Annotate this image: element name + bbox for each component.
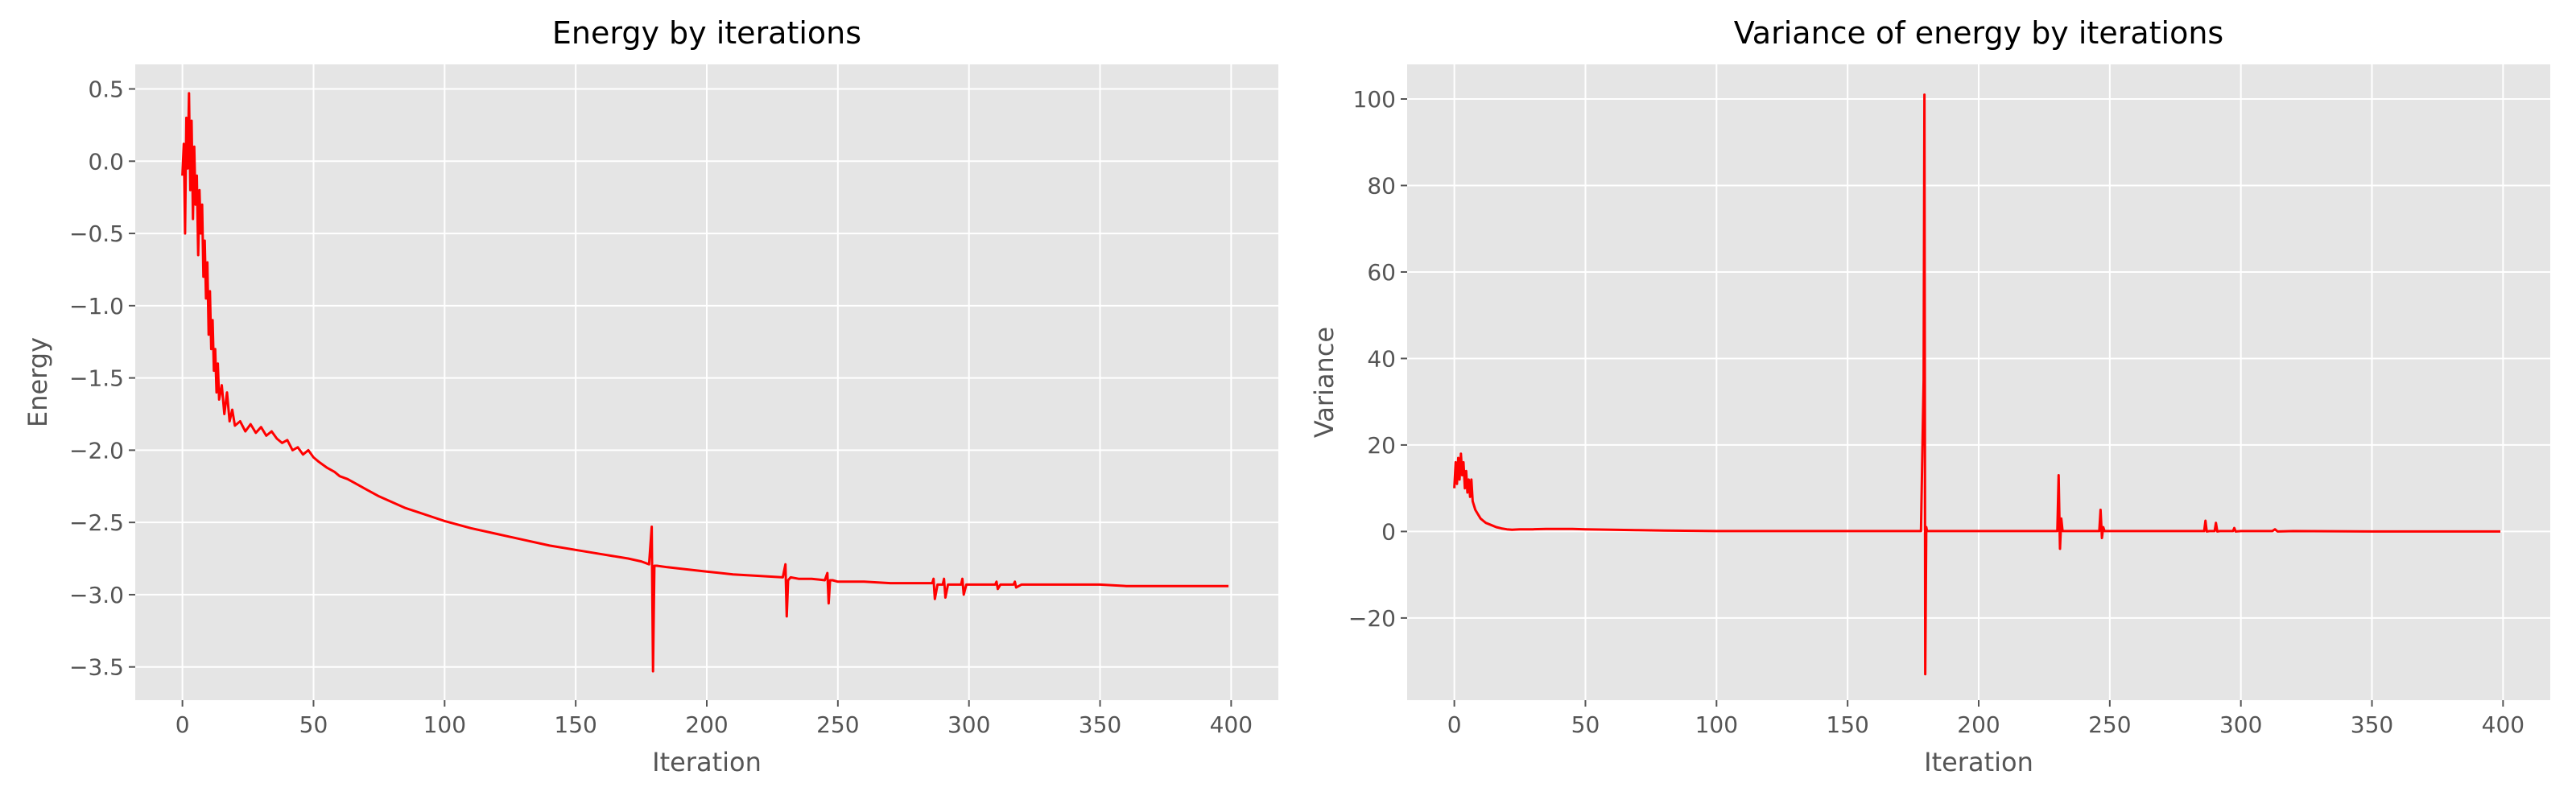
energy-x-axis-label: Iteration [652, 747, 762, 777]
energy-y-tick-label: 0.5 [88, 76, 124, 103]
variance-y-tick-label: 20 [1367, 432, 1396, 459]
energy-y-tick-label: −1.5 [69, 365, 124, 392]
variance-chart-title: Variance of energy by iterations [1734, 15, 2223, 51]
variance-y-tick-label: 40 [1367, 345, 1396, 372]
variance-y-tick-label: 0 [1381, 518, 1396, 545]
variance-y-tick-label: 80 [1367, 172, 1396, 199]
energy-x-tick-label: 100 [423, 711, 466, 738]
variance-x-tick-label: 100 [1695, 711, 1738, 738]
energy-y-tick-label: −3.0 [69, 582, 124, 608]
variance-x-tick-label: 250 [2088, 711, 2131, 738]
variance-series-line-0 [1453, 93, 2501, 676]
variance-y-tick-label: 60 [1367, 259, 1396, 286]
energy-y-tick-label: −2.5 [69, 509, 124, 536]
energy-y-tick-label: −3.5 [69, 654, 124, 681]
energy-x-tick-label: 400 [1210, 711, 1253, 738]
variance-y-tick-label: 100 [1353, 86, 1396, 113]
energy-chart-title: Energy by iterations [552, 15, 861, 51]
variance-x-axis-label: Iteration [1924, 747, 2033, 777]
energy-series-line-0 [181, 92, 1229, 673]
variance-x-tick-label: 200 [1957, 711, 2000, 738]
energy-y-tick-label: −0.5 [69, 221, 124, 247]
energy-x-tick-label: 350 [1079, 711, 1121, 738]
chart-variance: 0 50 100 150 200 250 300 350 400 −20 0 20 40 60 80 100 V… [1309, 15, 2550, 777]
energy-x-tick-label: 0 [175, 711, 190, 738]
energy-x-tick-label: 250 [816, 711, 859, 738]
variance-x-tick-label: 350 [2351, 711, 2393, 738]
energy-y-tick-label: 0.0 [88, 148, 124, 175]
variance-y-axis-label: Variance [1309, 327, 1340, 438]
energy-y-tick-label: −1.0 [69, 293, 124, 319]
variance-x-tick-label: 150 [1826, 711, 1868, 738]
chart-energy: 0 50 100 150 200 250 300 350 400 −3.5 −3.0 −2.5 −2.0… [23, 15, 1278, 777]
variance-x-tick-label: 300 [2219, 711, 2262, 738]
variance-x-tick-label: 0 [1447, 711, 1462, 738]
variance-x-tick-label: 400 [2482, 711, 2524, 738]
energy-x-tick-label: 200 [685, 711, 728, 738]
variance-x-tick-label: 50 [1571, 711, 1600, 738]
energy-y-axis-label: Energy [23, 337, 53, 427]
energy-y-tick-label: −2.0 [69, 437, 124, 464]
energy-x-tick-label: 150 [554, 711, 597, 738]
variance-y-tick-label: −20 [1348, 605, 1396, 632]
energy-x-tick-label: 300 [947, 711, 990, 738]
energy-x-tick-label: 50 [299, 711, 328, 738]
